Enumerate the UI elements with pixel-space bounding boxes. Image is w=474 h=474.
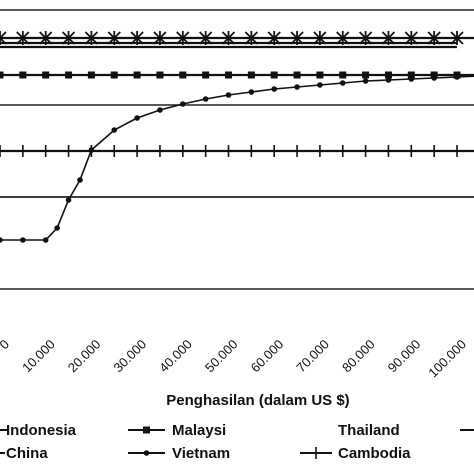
series-marker: [339, 80, 346, 86]
legend-label: China: [6, 445, 48, 462]
series-marker: [431, 75, 437, 81]
legend-label: Indonesia: [6, 422, 77, 439]
series-marker: [87, 71, 95, 79]
grid-lines: [0, 9, 474, 290]
series-marker: [143, 450, 150, 456]
series-marker: [294, 84, 300, 90]
series-marker: [179, 71, 187, 79]
series-marker: [133, 71, 141, 79]
series-cambodia: [0, 145, 474, 157]
series-marker: [65, 197, 72, 203]
series-marker: [19, 71, 27, 79]
series-marker: [385, 77, 392, 83]
series-marker: [225, 71, 232, 79]
series-marker: [156, 71, 164, 79]
series-marker: [20, 237, 26, 243]
series-marker: [407, 71, 415, 79]
series-marker: [157, 107, 163, 113]
series-marker: [202, 71, 210, 79]
legend-label: Malaysi: [172, 422, 226, 439]
x-axis-title: Penghasilan (dalam US $): [166, 392, 349, 409]
series-marker: [454, 74, 460, 80]
series-marker: [42, 71, 50, 79]
series-marker: [77, 177, 83, 183]
series-marker: [293, 71, 301, 79]
series-marker: [42, 237, 49, 243]
legend-label: Vietnam: [172, 445, 230, 462]
series-marker: [134, 115, 140, 121]
series-vietnam: [0, 74, 474, 243]
series-line: [0, 75, 474, 241]
series-marker: [362, 78, 369, 84]
legend-label: Thailand: [338, 422, 400, 439]
series-marker: [143, 426, 150, 434]
series-marker: [0, 71, 4, 79]
series-marker: [225, 92, 232, 98]
series-malaysi: [0, 71, 474, 79]
series-marker: [317, 82, 323, 88]
series-marker: [408, 76, 415, 82]
series-marker: [248, 89, 255, 95]
legend-label: Cambodia: [338, 445, 411, 462]
series-marker: [54, 225, 60, 231]
legend-entry-thailand: Thailand: [338, 422, 474, 439]
legend: Indonesia Malaysi Thailand China Vietnam Camb…: [0, 422, 474, 462]
legend-entry-indonesia: Indonesia: [0, 422, 77, 439]
series-marker: [111, 127, 118, 133]
series-marker: [270, 71, 278, 79]
legend-entry-china: China: [0, 445, 48, 462]
legend-entry-malaysi: Malaysi: [128, 422, 226, 439]
series-marker: [271, 86, 278, 92]
series-marker: [202, 96, 209, 102]
series-marker: [339, 71, 347, 79]
series-marker: [247, 71, 255, 79]
series-marker: [65, 71, 73, 79]
series-marker: [384, 71, 392, 79]
series-marker: [0, 237, 3, 243]
series-group: [0, 31, 474, 243]
series-marker: [110, 71, 118, 79]
series-marker: [430, 71, 438, 79]
legend-entry-cambodia: Cambodia: [300, 445, 411, 462]
series-marker: [362, 71, 370, 79]
series-marker: [316, 71, 324, 79]
series-marker: [180, 101, 186, 107]
legend-entry-vietnam: Vietnam: [128, 445, 230, 462]
